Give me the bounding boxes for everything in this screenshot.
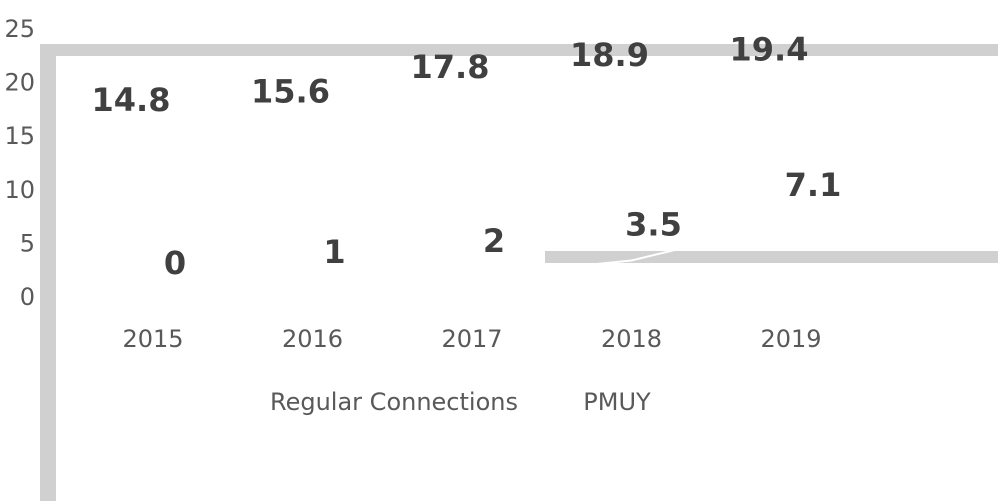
- data-label: 14.8: [92, 81, 171, 119]
- frame-artifact: [40, 44, 56, 501]
- x-tick-label: 2015: [122, 325, 183, 353]
- data-label: 15.6: [251, 72, 330, 110]
- x-tick-label: 2019: [760, 325, 821, 353]
- data-label: 1: [323, 233, 345, 271]
- frame-artifact: [545, 251, 998, 263]
- data-label: 2: [483, 222, 505, 260]
- x-tick-label: 2018: [601, 325, 662, 353]
- y-tick-label: 25: [4, 15, 35, 43]
- data-label: 7.1: [785, 166, 842, 204]
- data-label: 19.4: [730, 31, 809, 69]
- y-tick-label: 0: [20, 283, 35, 311]
- y-tick-label: 20: [4, 69, 35, 97]
- y-tick-label: 10: [4, 176, 35, 204]
- x-tick-label: 2016: [282, 325, 343, 353]
- data-label: 17.8: [411, 48, 490, 86]
- series-line: [152, 220, 792, 299]
- y-tick-label: 5: [20, 229, 35, 257]
- x-tick-label: 2017: [441, 325, 502, 353]
- series-line: [152, 89, 792, 141]
- data-label: 0: [164, 244, 186, 282]
- legend-entry: Regular Connections: [270, 388, 518, 416]
- frame-artifact: [40, 44, 998, 56]
- data-label: 3.5: [625, 206, 682, 244]
- legend-entry: PMUY: [583, 388, 651, 416]
- y-tick-label: 15: [4, 122, 35, 150]
- data-label: 18.9: [570, 36, 649, 74]
